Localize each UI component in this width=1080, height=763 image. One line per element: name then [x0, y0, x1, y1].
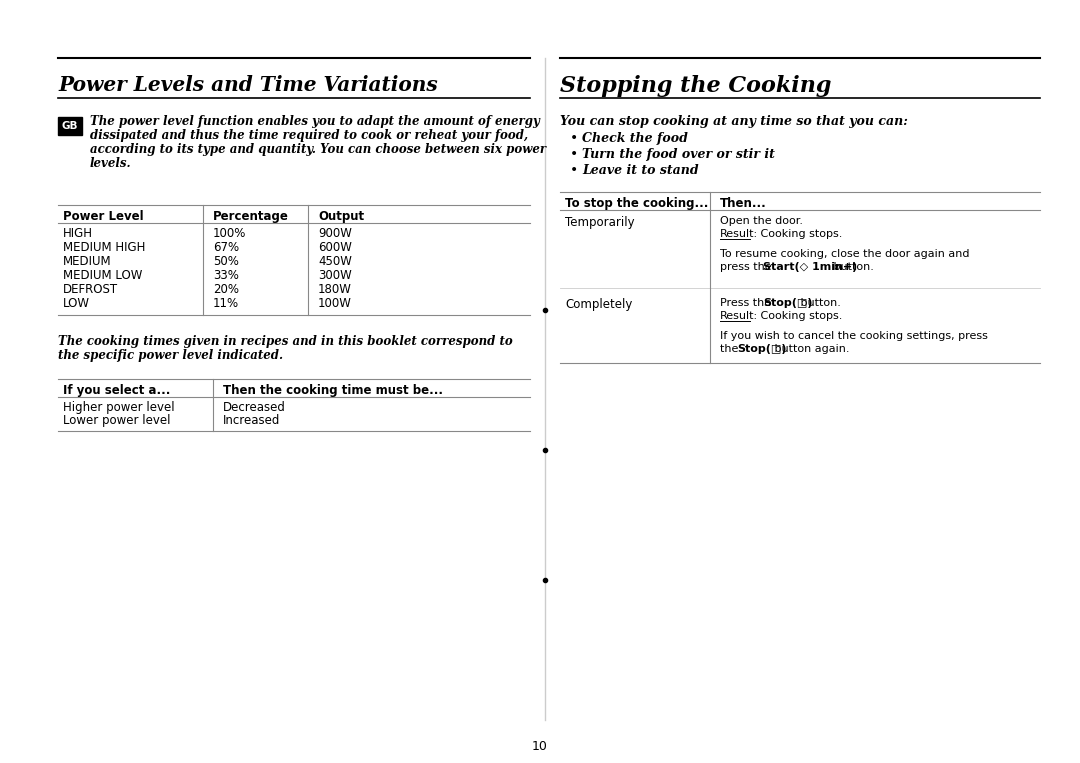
Text: Stop(□): Stop(□)	[762, 298, 812, 308]
Text: MEDIUM HIGH: MEDIUM HIGH	[63, 241, 146, 254]
Text: The cooking times given in recipes and in this booklet correspond to: The cooking times given in recipes and i…	[58, 335, 513, 348]
Text: Completely: Completely	[565, 298, 633, 311]
Text: Start(◇ 1min+): Start(◇ 1min+)	[762, 262, 858, 272]
Text: Then the cooking time must be...: Then the cooking time must be...	[222, 384, 443, 397]
Text: Output: Output	[318, 210, 364, 223]
Text: 450W: 450W	[318, 255, 352, 268]
Text: Lower power level: Lower power level	[63, 414, 171, 427]
Text: 11%: 11%	[213, 297, 239, 310]
Text: 600W: 600W	[318, 241, 352, 254]
Text: LOW: LOW	[63, 297, 90, 310]
Text: The power level function enables you to adapt the amount of energy: The power level function enables you to …	[90, 115, 540, 128]
Text: MEDIUM LOW: MEDIUM LOW	[63, 269, 143, 282]
Text: Cooking stops.: Cooking stops.	[751, 311, 842, 321]
Text: 10: 10	[532, 740, 548, 753]
Text: Increased: Increased	[222, 414, 281, 427]
Text: Result:: Result:	[720, 229, 758, 239]
Text: 33%: 33%	[213, 269, 239, 282]
Text: 50%: 50%	[213, 255, 239, 268]
Text: 100%: 100%	[213, 227, 246, 240]
Text: Power Level: Power Level	[63, 210, 144, 223]
Text: the specific power level indicated.: the specific power level indicated.	[58, 349, 283, 362]
Text: If you select a...: If you select a...	[63, 384, 171, 397]
Text: press the: press the	[720, 262, 775, 272]
Text: according to its type and quantity. You can choose between six power: according to its type and quantity. You …	[90, 143, 546, 156]
Text: You can stop cooking at any time so that you can:: You can stop cooking at any time so that…	[561, 115, 908, 128]
Text: levels.: levels.	[90, 157, 132, 170]
Text: button again.: button again.	[771, 344, 849, 354]
Text: Check the food: Check the food	[582, 132, 688, 145]
Text: •: •	[570, 148, 578, 162]
Text: Leave it to stand: Leave it to stand	[582, 164, 699, 177]
Text: Percentage: Percentage	[213, 210, 288, 223]
Text: MEDIUM: MEDIUM	[63, 255, 111, 268]
Text: Stopping the Cooking: Stopping the Cooking	[561, 75, 832, 97]
Text: To stop the cooking...: To stop the cooking...	[565, 197, 708, 210]
Text: Temporarily: Temporarily	[565, 216, 635, 229]
Text: button.: button.	[831, 262, 874, 272]
Text: Press the: Press the	[720, 298, 774, 308]
Text: HIGH: HIGH	[63, 227, 93, 240]
Text: 20%: 20%	[213, 283, 239, 296]
Text: 180W: 180W	[318, 283, 352, 296]
Text: Turn the food over or stir it: Turn the food over or stir it	[582, 148, 774, 161]
Text: 67%: 67%	[213, 241, 239, 254]
Text: Then...: Then...	[720, 197, 767, 210]
Text: dissipated and thus the time required to cook or reheat your food,: dissipated and thus the time required to…	[90, 129, 528, 142]
Text: GB: GB	[62, 121, 78, 131]
Text: Result:: Result:	[720, 311, 758, 321]
Text: 900W: 900W	[318, 227, 352, 240]
Text: Higher power level: Higher power level	[63, 401, 175, 414]
Text: DEFROST: DEFROST	[63, 283, 118, 296]
FancyBboxPatch shape	[58, 117, 82, 135]
Text: •: •	[570, 164, 578, 178]
Text: 100W: 100W	[318, 297, 352, 310]
Text: Cooking stops.: Cooking stops.	[751, 229, 842, 239]
Text: Open the door.: Open the door.	[720, 216, 804, 226]
Text: Stop(□): Stop(□)	[738, 344, 786, 354]
Text: •: •	[570, 132, 578, 146]
Text: 300W: 300W	[318, 269, 352, 282]
Text: Decreased: Decreased	[222, 401, 286, 414]
Text: If you wish to cancel the cooking settings, press: If you wish to cancel the cooking settin…	[720, 331, 988, 341]
Text: Power Levels and Time Variations: Power Levels and Time Variations	[58, 75, 437, 95]
Text: button.: button.	[797, 298, 840, 308]
Text: the: the	[720, 344, 742, 354]
Text: To resume cooking, close the door again and: To resume cooking, close the door again …	[720, 249, 970, 259]
